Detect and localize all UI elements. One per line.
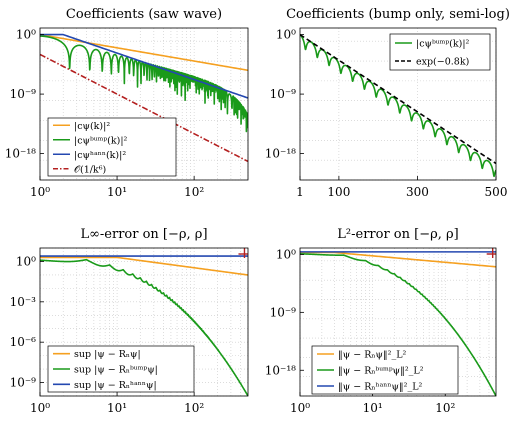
legend-label: ‖ψ − Rₙʰᵃⁿⁿψ‖²_L² <box>338 382 423 393</box>
x-tick-label: 1 <box>296 185 304 199</box>
legend-label: |cψᵇᵘᵐᵖ(k)|² <box>416 39 470 50</box>
series-group <box>40 248 248 396</box>
legend-box <box>47 117 177 177</box>
series-line-green <box>300 33 496 178</box>
chart-title: Coefficients (bump only, semi-log) <box>286 7 510 22</box>
legend-label: |cψᵇᵘᵐᵖ(k)|² <box>74 135 128 146</box>
series-line-orange <box>40 33 248 72</box>
legend-label: |cψ(k)|² <box>74 121 110 132</box>
x-tick-label: 10⁰ <box>30 185 50 199</box>
legend-label: ‖ψ − Rₙψ‖²_L² <box>338 350 407 361</box>
y-tick-label: 10⁰ <box>16 254 36 268</box>
x-tick-label: 10¹ <box>107 185 127 199</box>
y-tick-label: 10⁰ <box>276 28 296 42</box>
chart-title: L²-error on [−ρ, ρ] <box>337 227 458 242</box>
chart-title: Coefficients (saw wave) <box>66 7 222 22</box>
x-tick-label: 10¹ <box>107 401 127 415</box>
y-tick-label: 10⁰ <box>16 28 36 42</box>
y-tick-label: 10⁻⁹ <box>270 305 297 319</box>
y-tick-label: 10⁻⁹ <box>10 87 37 101</box>
legend: sup |ψ − Rₙψ| sup |ψ − Rₙᵇᵘᵐᵖψ| sup |ψ − R… <box>47 345 195 393</box>
chart-panel-3: L∞-error on [−ρ, ρ] 10⁰ 10¹ 10² 10⁰ 10⁻³ 10⁻⁶ 1… <box>10 227 249 415</box>
y-tick-label: 10⁰ <box>276 247 296 261</box>
x-tick-label: 300 <box>406 185 429 199</box>
x-tick-label: 100 <box>327 185 350 199</box>
x-tick-label: 10⁰ <box>290 401 310 415</box>
plot-frame <box>39 27 249 181</box>
chart-title: L∞-error on [−ρ, ρ] <box>80 227 207 242</box>
series-group <box>300 248 496 396</box>
series-line-orange <box>40 256 248 276</box>
y-tick-label: 10⁻³ <box>10 295 37 309</box>
legend-box <box>389 33 491 71</box>
y-tick-label: 10⁻⁹ <box>270 87 297 101</box>
legend: |cψᵇᵘᵐᵖ(k)|² exp(−0.8k) <box>389 33 491 71</box>
legend-label: 𝒪(1/k⁶) <box>74 164 106 175</box>
legend-label: ‖ψ − Rₙᵇᵘᵐᵖψ‖²_L² <box>338 366 424 377</box>
series-line-green <box>40 258 248 396</box>
y-tick-label: 10⁻¹⁸ <box>265 363 296 377</box>
y-tick-label: 10⁻¹⁸ <box>265 147 296 161</box>
chart-panel-1: Coefficients (saw wave) 10⁰ 10¹ 10² 10⁰ 10⁻⁹ 1… <box>5 7 249 199</box>
legend-label: sup |ψ − Rₙᵇᵘᵐᵖψ| <box>74 365 158 376</box>
y-tick-label: 10⁻¹⁸ <box>5 147 36 161</box>
x-tick-label: 500 <box>485 185 508 199</box>
series-line-green <box>40 35 248 133</box>
series-line-green <box>300 253 496 396</box>
legend-label: exp(−0.8k) <box>416 57 469 68</box>
x-tick-label: 10² <box>435 401 455 415</box>
plot-frame <box>299 247 497 397</box>
series-group <box>40 33 248 163</box>
x-tick-label: 10⁰ <box>30 401 50 415</box>
legend-box <box>311 345 459 395</box>
y-tick-label: 10⁻⁶ <box>10 335 37 349</box>
chart-panel-4: L²-error on [−ρ, ρ] 10⁰ 10¹ 10² 10⁰ 10⁻⁹ 10⁻¹⁸… <box>265 227 497 415</box>
chart-panel-2: Coefficients (bump only, semi-log) 1 100 30… <box>265 7 510 199</box>
legend-label: |cψʰᵃⁿⁿ(k)|² <box>74 150 126 161</box>
series-group <box>300 33 496 178</box>
legend: |cψ(k)|² |cψᵇᵘᵐᵖ(k)|² |cψʰᵃⁿⁿ(k)|² 𝒪(1/k⁶) <box>47 117 177 177</box>
legend: ‖ψ − Rₙψ‖²_L² ‖ψ − Rₙᵇᵘᵐᵖψ‖²_L² ‖ψ − Rₙʰᵃⁿ… <box>311 345 459 395</box>
legend-label: sup |ψ − Rₙʰᵃⁿⁿψ| <box>74 380 157 391</box>
legend-label: sup |ψ − Rₙψ| <box>74 349 141 360</box>
series-line-black <box>300 33 496 165</box>
legend-box <box>47 345 195 393</box>
x-tick-label: 10¹ <box>363 401 383 415</box>
series-line-blue <box>40 33 248 99</box>
series-line-red <box>40 53 248 163</box>
x-tick-label: 10² <box>184 185 204 199</box>
y-tick-label: 10⁻⁹ <box>10 376 37 390</box>
plot-frame <box>299 27 497 181</box>
x-tick-label: 10² <box>184 401 204 415</box>
plot-frame <box>39 247 249 397</box>
